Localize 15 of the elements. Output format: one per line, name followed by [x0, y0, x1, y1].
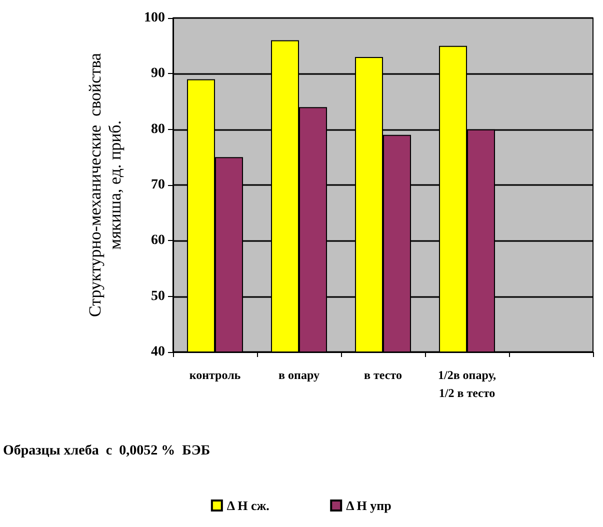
y-tick-label: 100: [144, 10, 165, 26]
y-tick-label: 70: [151, 178, 165, 192]
y-tick-label: 90: [151, 66, 165, 82]
y-tick-label: 40: [151, 344, 165, 360]
x-tick-label: контроль: [189, 368, 242, 382]
x-tick-label: в опару: [278, 368, 320, 382]
y-tick-label: 60: [151, 233, 165, 248]
y-tick-label: 50: [151, 288, 165, 304]
legend-label: Δ Н сж.: [226, 498, 270, 513]
x-tick-label: 1/2в опару, 1/2 в тесто: [438, 368, 496, 400]
legend-label: Δ Н упр: [346, 498, 392, 513]
x-axis-title: Образцы хлеба с 0,0052 % БЭБ: [3, 444, 210, 458]
y-tick-label: 80: [151, 122, 165, 137]
y-axis-title: Структурно-механические свойства мякиша, ед. приб.: [86, 52, 124, 317]
x-tick-label: в тесто: [364, 368, 402, 382]
